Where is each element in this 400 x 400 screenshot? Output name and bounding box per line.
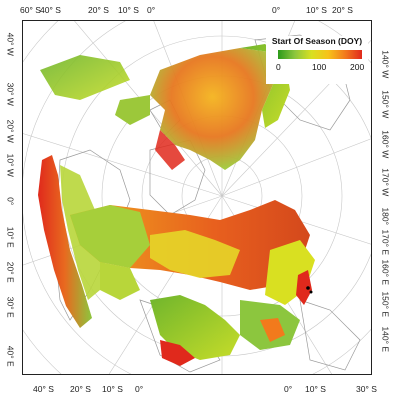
region-north-america-red (155, 130, 185, 170)
region-northwest-small (115, 95, 150, 125)
top-label: 10° S (118, 5, 139, 15)
region-northwest (40, 55, 130, 100)
top-label: 10° S (306, 5, 327, 15)
right-label: 160° W (380, 130, 391, 159)
right-label: 150° E (380, 291, 391, 318)
left-label: 30° W (5, 82, 16, 106)
region-mid-green (100, 262, 140, 300)
right-label: 150° W (380, 90, 391, 119)
bottom-label: 0° (284, 384, 293, 394)
legend-tick: 200 (350, 62, 365, 72)
right-label: 170° W (380, 168, 391, 197)
right-label: 170° E (380, 229, 391, 256)
legend-color-bar (278, 50, 362, 59)
region-southeast-orange (260, 318, 285, 342)
region-siberia-yellow (150, 230, 240, 278)
left-label: 10° W (5, 153, 16, 177)
region-north-america (150, 48, 275, 170)
left-label: 20° E (5, 261, 16, 283)
top-label: 20° S (332, 5, 353, 15)
top-label: 0° (272, 5, 281, 15)
region-europe-green (70, 205, 150, 268)
legend-title: Start Of Season (DOY) (271, 36, 363, 46)
top-label: 20° S (88, 5, 109, 15)
legend: Start Of Season (DOY) 0 100 200 (266, 36, 368, 84)
left-label: 20° W (5, 119, 16, 143)
bottom-label: 20° S (70, 384, 91, 394)
right-label: 160° E (380, 259, 391, 286)
right-label: 140° E (380, 326, 391, 353)
left-label: 30° E (5, 296, 16, 318)
top-label: 40° S (40, 5, 61, 15)
bottom-label: 10° S (102, 384, 123, 394)
top-label: 60° S (20, 5, 41, 15)
legend-tick: 100 (312, 62, 327, 72)
right-label: 140° W (380, 50, 391, 79)
left-label: 0° (5, 197, 16, 206)
left-label: 10° E (5, 226, 16, 248)
top-label: 0° (147, 5, 156, 15)
bottom-label: 30° S (356, 384, 377, 394)
region-south-america (38, 155, 92, 328)
region-japan (296, 270, 312, 305)
left-label: 40° W (5, 32, 16, 56)
bottom-label: 0° (135, 384, 144, 394)
legend-tick: 0 (276, 62, 281, 72)
bottom-label: 40° S (33, 384, 54, 394)
season-regions (38, 44, 315, 366)
bottom-label: 10° S (305, 384, 326, 394)
left-label: 40° E (5, 345, 16, 367)
region-himalaya-red (160, 340, 195, 366)
site-markers (306, 286, 313, 294)
